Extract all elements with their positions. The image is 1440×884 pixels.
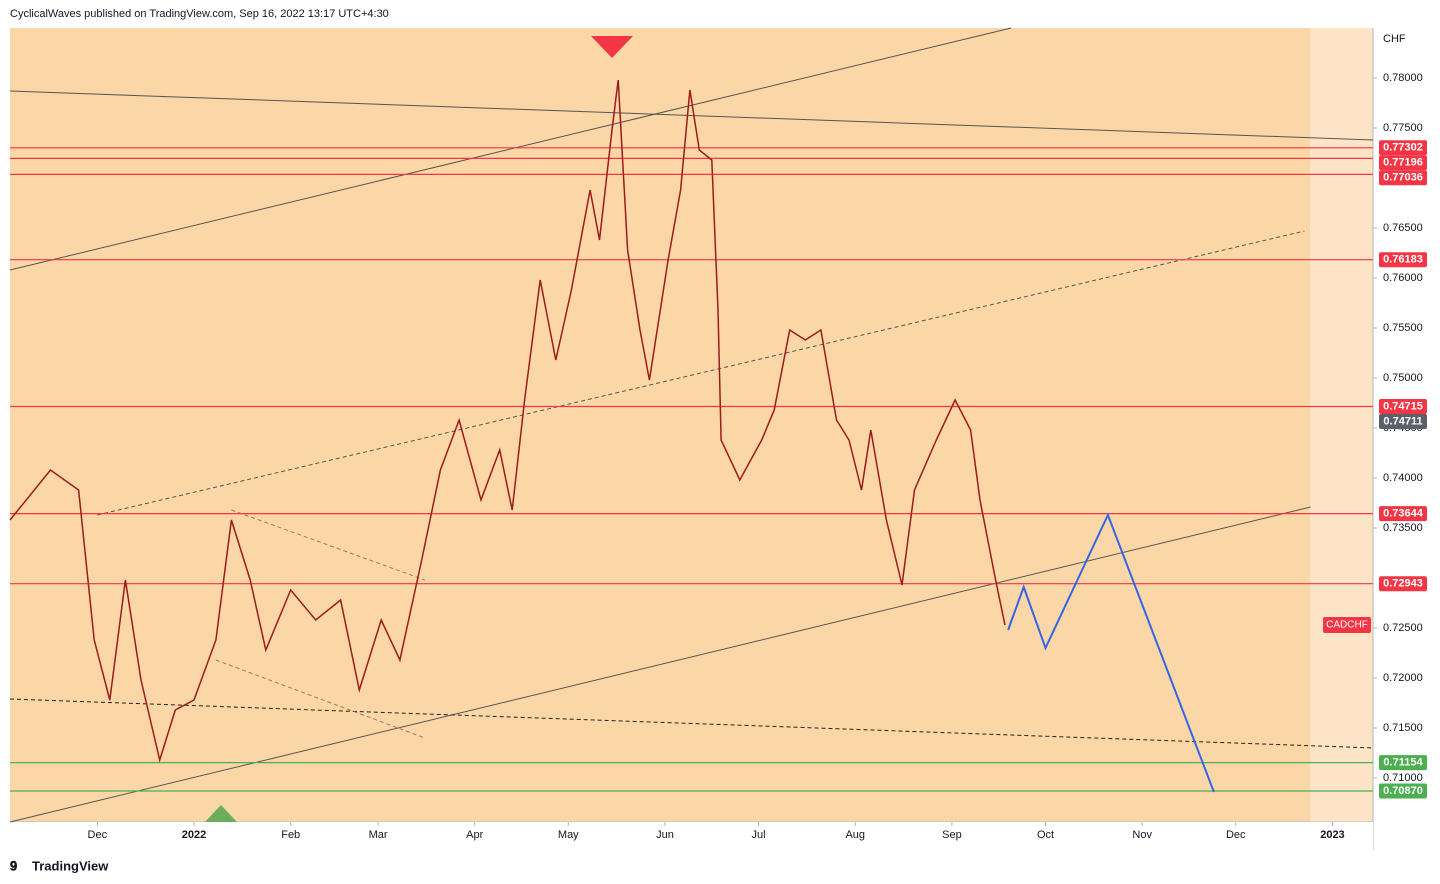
level-tag [1379, 783, 1427, 799]
y-tick-label: 0.76500 [1383, 222, 1423, 234]
level-tag [1379, 506, 1427, 522]
top-marker [591, 36, 633, 58]
level-label: 0.74711 [1383, 415, 1422, 427]
trendline [97, 230, 1305, 516]
level-tag [1379, 755, 1427, 771]
level-tag [1379, 252, 1427, 268]
y-tick-label: 0.75000 [1383, 372, 1423, 384]
bottom-marker [205, 805, 237, 822]
x-tick-label: Oct [1037, 829, 1054, 841]
x-tick-label: Jun [656, 829, 674, 841]
level-label: 0.77036 [1383, 172, 1423, 184]
trendline [9, 506, 1311, 823]
x-tick-label: Sep [942, 829, 962, 841]
header: CyclicalWaves published on TradingView.c… [10, 8, 389, 20]
x-tick-label: Aug [845, 829, 865, 841]
y-tick-label: 0.75500 [1383, 322, 1423, 334]
y-tick-label: 0.71500 [1383, 722, 1423, 734]
symbol-tag-bg [1323, 617, 1371, 633]
plot-background [10, 28, 1310, 822]
level-tag [1379, 576, 1427, 592]
x-tick-label: Jul [752, 829, 766, 841]
logo: 𝟗 [10, 858, 17, 873]
level-label: 0.77196 [1383, 157, 1423, 169]
x-tick-label: Mar [369, 829, 388, 841]
y-tick-label: 0.72500 [1383, 622, 1423, 634]
level-tag [1379, 414, 1427, 429]
trendline [231, 509, 425, 581]
symbol-tag: CADCHF [1326, 620, 1368, 631]
trendline [215, 659, 425, 739]
level-label: 0.74715 [1383, 400, 1423, 412]
price-line [9, 79, 1006, 763]
currency: CHF [1383, 33, 1406, 45]
footer: TradingView [32, 858, 109, 873]
x-tick-label: Dec [1226, 829, 1246, 841]
level-label: 0.71154 [1383, 757, 1423, 769]
y-tick-label: 0.73500 [1383, 522, 1423, 534]
x-tick-label: Nov [1132, 829, 1152, 841]
level-tag [1379, 170, 1427, 186]
trendline [9, 90, 1374, 141]
x-tick-label: 2022 [182, 829, 206, 841]
trendline [9, 27, 1012, 271]
y-tick-label: 0.71000 [1383, 772, 1423, 784]
level-tag [1379, 399, 1427, 414]
x-tick-label: 2023 [1320, 829, 1344, 841]
y-tick-label: 0.72000 [1383, 672, 1423, 684]
time-axis-bg [10, 822, 1373, 850]
level-label: 0.73644 [1383, 508, 1424, 520]
x-tick-label: Apr [466, 829, 483, 841]
level-label: 0.76183 [1383, 254, 1423, 266]
future-background [1310, 28, 1373, 822]
y-tick-label: 0.74000 [1383, 472, 1423, 484]
y-tick-label: 0.78000 [1383, 72, 1423, 84]
level-label: 0.70870 [1383, 785, 1423, 797]
y-tick-label: 0.77500 [1383, 122, 1423, 134]
projection-path [1007, 512, 1215, 793]
level-label: 0.77302 [1383, 142, 1423, 154]
y-tick-label: 0.76000 [1383, 272, 1423, 284]
x-tick-label: Feb [281, 829, 300, 841]
level-tag [1379, 155, 1427, 171]
level-tag [1379, 140, 1427, 156]
x-tick-label: Dec [88, 829, 108, 841]
trendline [9, 698, 1374, 749]
x-tick-label: May [558, 829, 579, 841]
level-label: 0.72943 [1383, 578, 1423, 590]
